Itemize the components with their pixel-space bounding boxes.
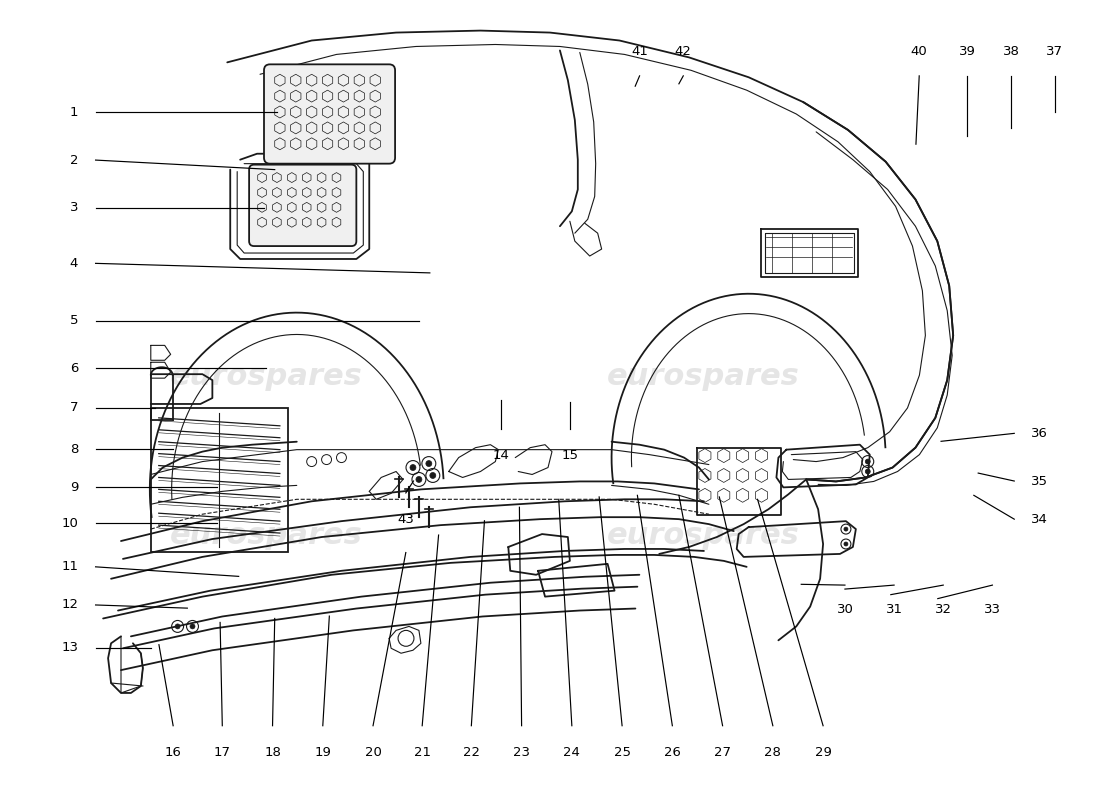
- Circle shape: [866, 469, 870, 474]
- Text: 22: 22: [463, 746, 480, 758]
- Text: 3: 3: [69, 202, 78, 214]
- Text: 16: 16: [165, 746, 182, 758]
- Text: 38: 38: [1002, 46, 1020, 58]
- Text: 12: 12: [62, 598, 78, 611]
- Text: 10: 10: [62, 517, 78, 530]
- Bar: [151, 408, 288, 552]
- Text: 33: 33: [983, 602, 1001, 615]
- Text: 32: 32: [935, 602, 952, 615]
- Text: 21: 21: [414, 746, 431, 758]
- Text: 1: 1: [69, 106, 78, 119]
- Text: 19: 19: [315, 746, 331, 758]
- FancyBboxPatch shape: [264, 64, 395, 164]
- Text: 23: 23: [513, 746, 530, 758]
- Text: 30: 30: [836, 602, 854, 615]
- Text: 5: 5: [69, 314, 78, 327]
- Circle shape: [844, 542, 848, 546]
- Text: 9: 9: [69, 481, 78, 494]
- Text: 29: 29: [815, 746, 832, 758]
- Text: eurospares: eurospares: [606, 362, 800, 390]
- Text: 2: 2: [69, 154, 78, 166]
- Circle shape: [430, 473, 436, 478]
- Circle shape: [410, 465, 416, 470]
- Circle shape: [866, 459, 870, 464]
- Text: eurospares: eurospares: [169, 362, 362, 390]
- Circle shape: [844, 527, 848, 531]
- Text: 27: 27: [714, 746, 732, 758]
- Text: 7: 7: [69, 402, 78, 414]
- Text: 17: 17: [213, 746, 231, 758]
- Text: 31: 31: [886, 602, 903, 615]
- Text: 37: 37: [1046, 46, 1064, 58]
- Text: 34: 34: [1031, 513, 1047, 526]
- Text: 14: 14: [493, 450, 509, 462]
- Text: 43: 43: [397, 513, 415, 526]
- Circle shape: [416, 477, 422, 482]
- Text: 4: 4: [69, 257, 78, 270]
- Text: 28: 28: [764, 746, 781, 758]
- Text: 41: 41: [631, 46, 648, 58]
- Text: 11: 11: [62, 560, 78, 574]
- Text: 26: 26: [664, 746, 681, 758]
- Text: 39: 39: [959, 46, 976, 58]
- Text: 8: 8: [69, 442, 78, 456]
- Text: 6: 6: [69, 362, 78, 374]
- Text: 13: 13: [62, 642, 78, 654]
- Text: 36: 36: [1031, 427, 1047, 440]
- FancyBboxPatch shape: [249, 165, 356, 246]
- Text: 40: 40: [911, 46, 927, 58]
- Text: 24: 24: [563, 746, 581, 758]
- Text: 15: 15: [561, 450, 579, 462]
- Text: 35: 35: [1031, 474, 1047, 487]
- Text: 42: 42: [674, 46, 692, 58]
- Circle shape: [175, 624, 180, 629]
- Circle shape: [190, 624, 195, 629]
- Text: 25: 25: [614, 746, 630, 758]
- Text: 20: 20: [364, 746, 382, 758]
- Text: eurospares: eurospares: [606, 521, 800, 550]
- Text: eurospares: eurospares: [169, 521, 362, 550]
- Circle shape: [426, 461, 432, 466]
- Text: 18: 18: [264, 746, 280, 758]
